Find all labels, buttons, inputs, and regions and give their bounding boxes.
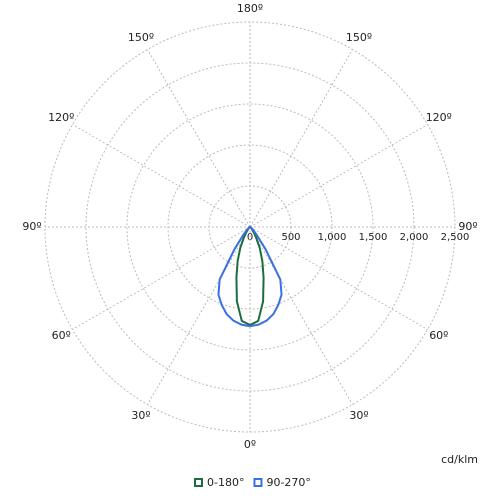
theta-tick-label: 120º [426, 111, 452, 124]
r-tick-label: 2,000 [400, 232, 429, 243]
r-tick-label: 500 [281, 232, 300, 243]
theta-tick-label: 30º [131, 409, 150, 422]
r-tick-label: 1,500 [359, 232, 388, 243]
r-tick-label: 1,000 [318, 232, 347, 243]
grid-spoke [147, 226, 251, 405]
theta-tick-label: 90º [22, 220, 41, 233]
grid-ring [126, 103, 374, 351]
theta-tick-label: 120º [48, 111, 74, 124]
grid-spoke [72, 226, 251, 330]
r-tick-label: 2,500 [441, 232, 470, 243]
grid-spoke [249, 49, 353, 228]
unit-label: cd/klm [441, 453, 478, 466]
legend-label: 90-270° [266, 476, 310, 489]
theta-tick-label: 150º [346, 31, 372, 44]
grid-spoke [72, 124, 251, 228]
legend-swatch [194, 478, 203, 487]
theta-tick-label: 60º [52, 329, 71, 342]
grid-spoke [249, 124, 428, 228]
theta-tick-label: 30º [349, 409, 368, 422]
theta-tick-label: 150º [128, 31, 154, 44]
theta-tick-label: 90º [458, 220, 477, 233]
curve [217, 226, 251, 328]
theta-tick-label: 180º [237, 2, 263, 15]
legend-label: 0-180° [207, 476, 244, 489]
theta-tick-label: 60º [429, 329, 448, 342]
grid-spoke [249, 226, 353, 405]
r-tick-label: 0 [247, 232, 253, 243]
legend-swatch [253, 478, 263, 487]
theta-tick-label: 0º [244, 438, 256, 451]
grid-spoke [147, 49, 251, 228]
curve [249, 226, 283, 328]
